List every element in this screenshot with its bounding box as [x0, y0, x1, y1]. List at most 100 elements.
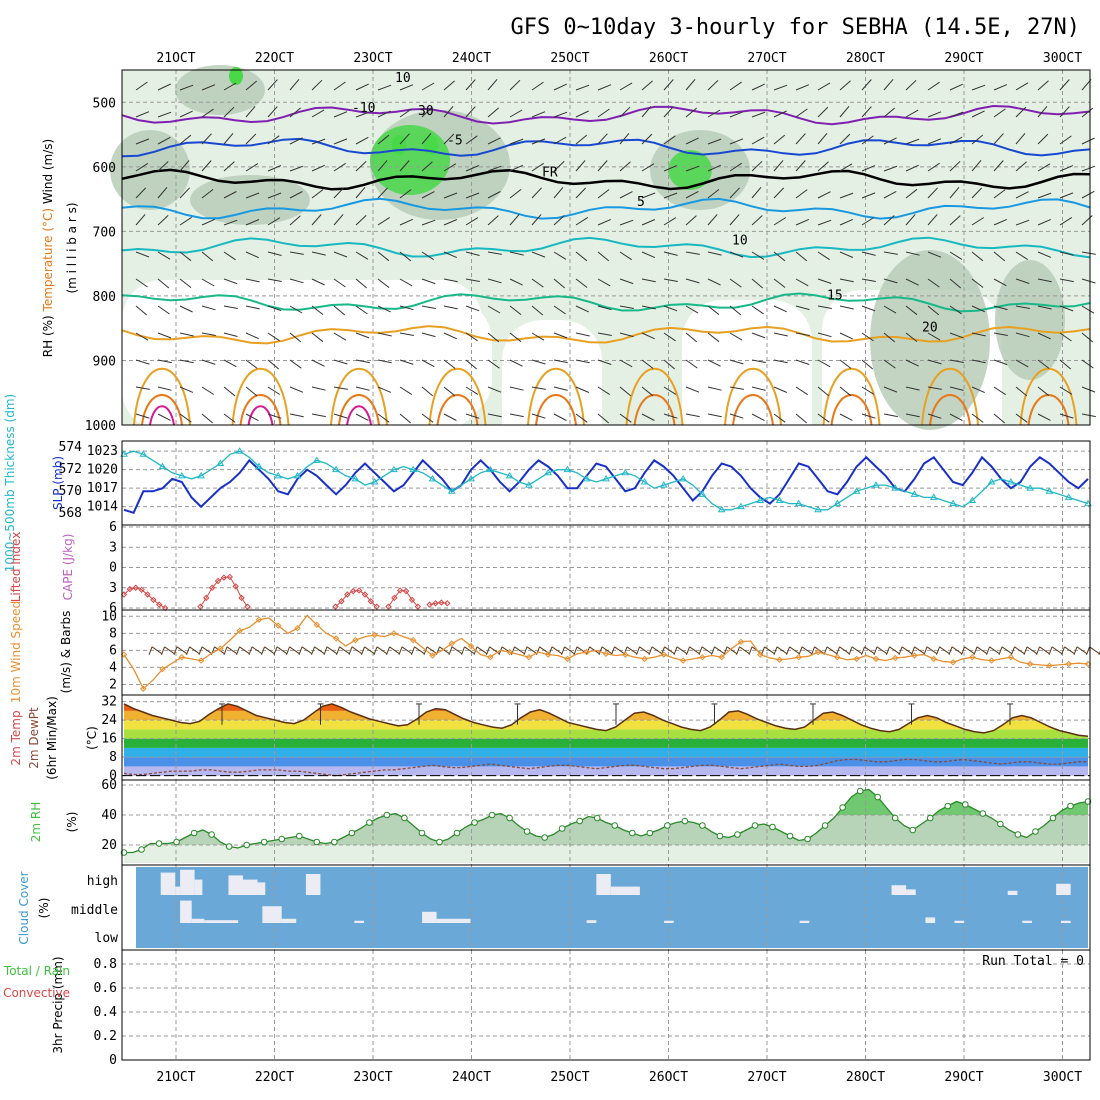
lifted-marker	[232, 583, 239, 590]
y-tick-slp-0: 1023	[87, 444, 118, 459]
wind-barb	[685, 386, 700, 393]
wind-barb	[883, 78, 894, 91]
wind-speed-marker	[660, 651, 668, 658]
lifted-marker	[332, 603, 339, 610]
wind-barb	[135, 278, 148, 288]
wind-barb	[905, 278, 919, 286]
wind10m-barb-tick	[311, 646, 315, 655]
panel-bg-3	[122, 610, 1090, 695]
wind-barb	[157, 83, 171, 91]
rh-marker	[628, 829, 636, 837]
wind-barb	[1059, 216, 1073, 226]
wind-barb	[795, 133, 806, 145]
wind10m-barb-tick	[636, 646, 640, 655]
lifted-marker	[338, 598, 345, 605]
wind-barb	[949, 278, 962, 289]
thickness-marker	[756, 496, 765, 503]
wind-barb	[267, 305, 282, 312]
wind-speed-marker	[275, 622, 282, 629]
wind-barb	[1037, 251, 1052, 258]
panel-bg-7	[122, 950, 1090, 1060]
wind-barb	[971, 386, 986, 394]
wind-barb	[839, 386, 852, 397]
wind-barb	[487, 78, 498, 91]
wind-barb	[839, 359, 852, 369]
thickness-marker	[659, 481, 668, 488]
wind-barb	[355, 359, 370, 364]
wind-speed-marker	[853, 655, 860, 663]
wind-barb	[949, 332, 964, 339]
wind-barb	[575, 278, 588, 288]
wind10m-barb	[789, 646, 800, 655]
isotherm-label-5: 15	[827, 288, 843, 303]
wind-barb	[663, 413, 678, 419]
wind-barb	[949, 305, 962, 315]
wind-barb	[641, 278, 656, 283]
wind-barb	[377, 84, 392, 91]
bl-arc-core-0	[149, 405, 175, 426]
wind-barb	[1059, 413, 1074, 419]
wind-barb	[795, 108, 808, 118]
temp-band-1	[124, 757, 1088, 767]
x-tick-bottom-0: 21OCT	[156, 1070, 195, 1085]
wind-barb	[861, 278, 876, 282]
x-tick-bottom-4: 25OCT	[550, 1070, 589, 1085]
wind-barb	[641, 163, 655, 172]
wind10m-barb	[701, 646, 713, 655]
wind-barb	[993, 108, 1006, 118]
wind-barb	[883, 165, 898, 172]
cloud-gap-middle	[436, 918, 471, 923]
wind-barb	[443, 80, 455, 91]
bl-arc-inner-5	[633, 394, 676, 426]
rh-ylabel-units: (%)	[65, 812, 79, 833]
wind-barb	[575, 216, 589, 226]
wind-barb	[927, 332, 941, 341]
wind-barb	[861, 305, 876, 312]
wind-speed-marker	[988, 657, 995, 664]
rh-marker	[786, 832, 794, 840]
wind10m-barb-tick	[1023, 646, 1028, 655]
wind-barb	[1081, 278, 1096, 284]
wind-barb	[377, 216, 390, 226]
wind-barb	[201, 305, 216, 311]
wind-speed-marker	[525, 653, 533, 661]
wind-barb	[883, 278, 898, 284]
cloud-gap-high	[194, 879, 203, 895]
wind-barb	[157, 186, 168, 199]
wind-barb	[905, 305, 918, 316]
wind-barb	[465, 135, 478, 145]
wind-barb	[245, 278, 260, 283]
wind-barb	[575, 305, 589, 313]
wind-barb	[729, 81, 742, 91]
wind-speed-marker	[795, 653, 803, 661]
wind10m-barb-tick	[286, 646, 290, 655]
thickness-marker	[602, 474, 610, 482]
wind-barb	[883, 137, 897, 145]
wind-barb	[1015, 332, 1030, 338]
wind-barb	[487, 278, 502, 284]
wind-barb	[311, 413, 326, 418]
wind-barb	[883, 359, 896, 369]
wind-barb	[157, 332, 172, 339]
y-tick-cape-3: 3	[109, 581, 117, 596]
wind-barb	[707, 109, 721, 118]
wind-barb	[927, 359, 942, 365]
wind-barb	[1037, 192, 1052, 199]
wind-barb	[971, 251, 984, 262]
wind-barb	[707, 164, 722, 172]
wind-barb	[223, 251, 236, 261]
wind10m-barb	[1076, 646, 1088, 655]
wind-barb	[399, 413, 412, 424]
wind-barb	[1037, 386, 1050, 397]
wind-barb	[311, 214, 322, 226]
thickness-marker	[1045, 487, 1054, 494]
wind-barb	[531, 162, 544, 172]
wind-speed-marker	[313, 621, 321, 628]
wind10m-barb-tick	[1011, 646, 1015, 655]
wind-barb	[597, 278, 611, 287]
wind-barb	[663, 106, 674, 118]
y-tick-upper-5: 1000	[85, 419, 116, 434]
wind-barb	[531, 111, 546, 118]
wind-speed-marker	[776, 656, 783, 663]
thickness-marker	[505, 471, 514, 479]
